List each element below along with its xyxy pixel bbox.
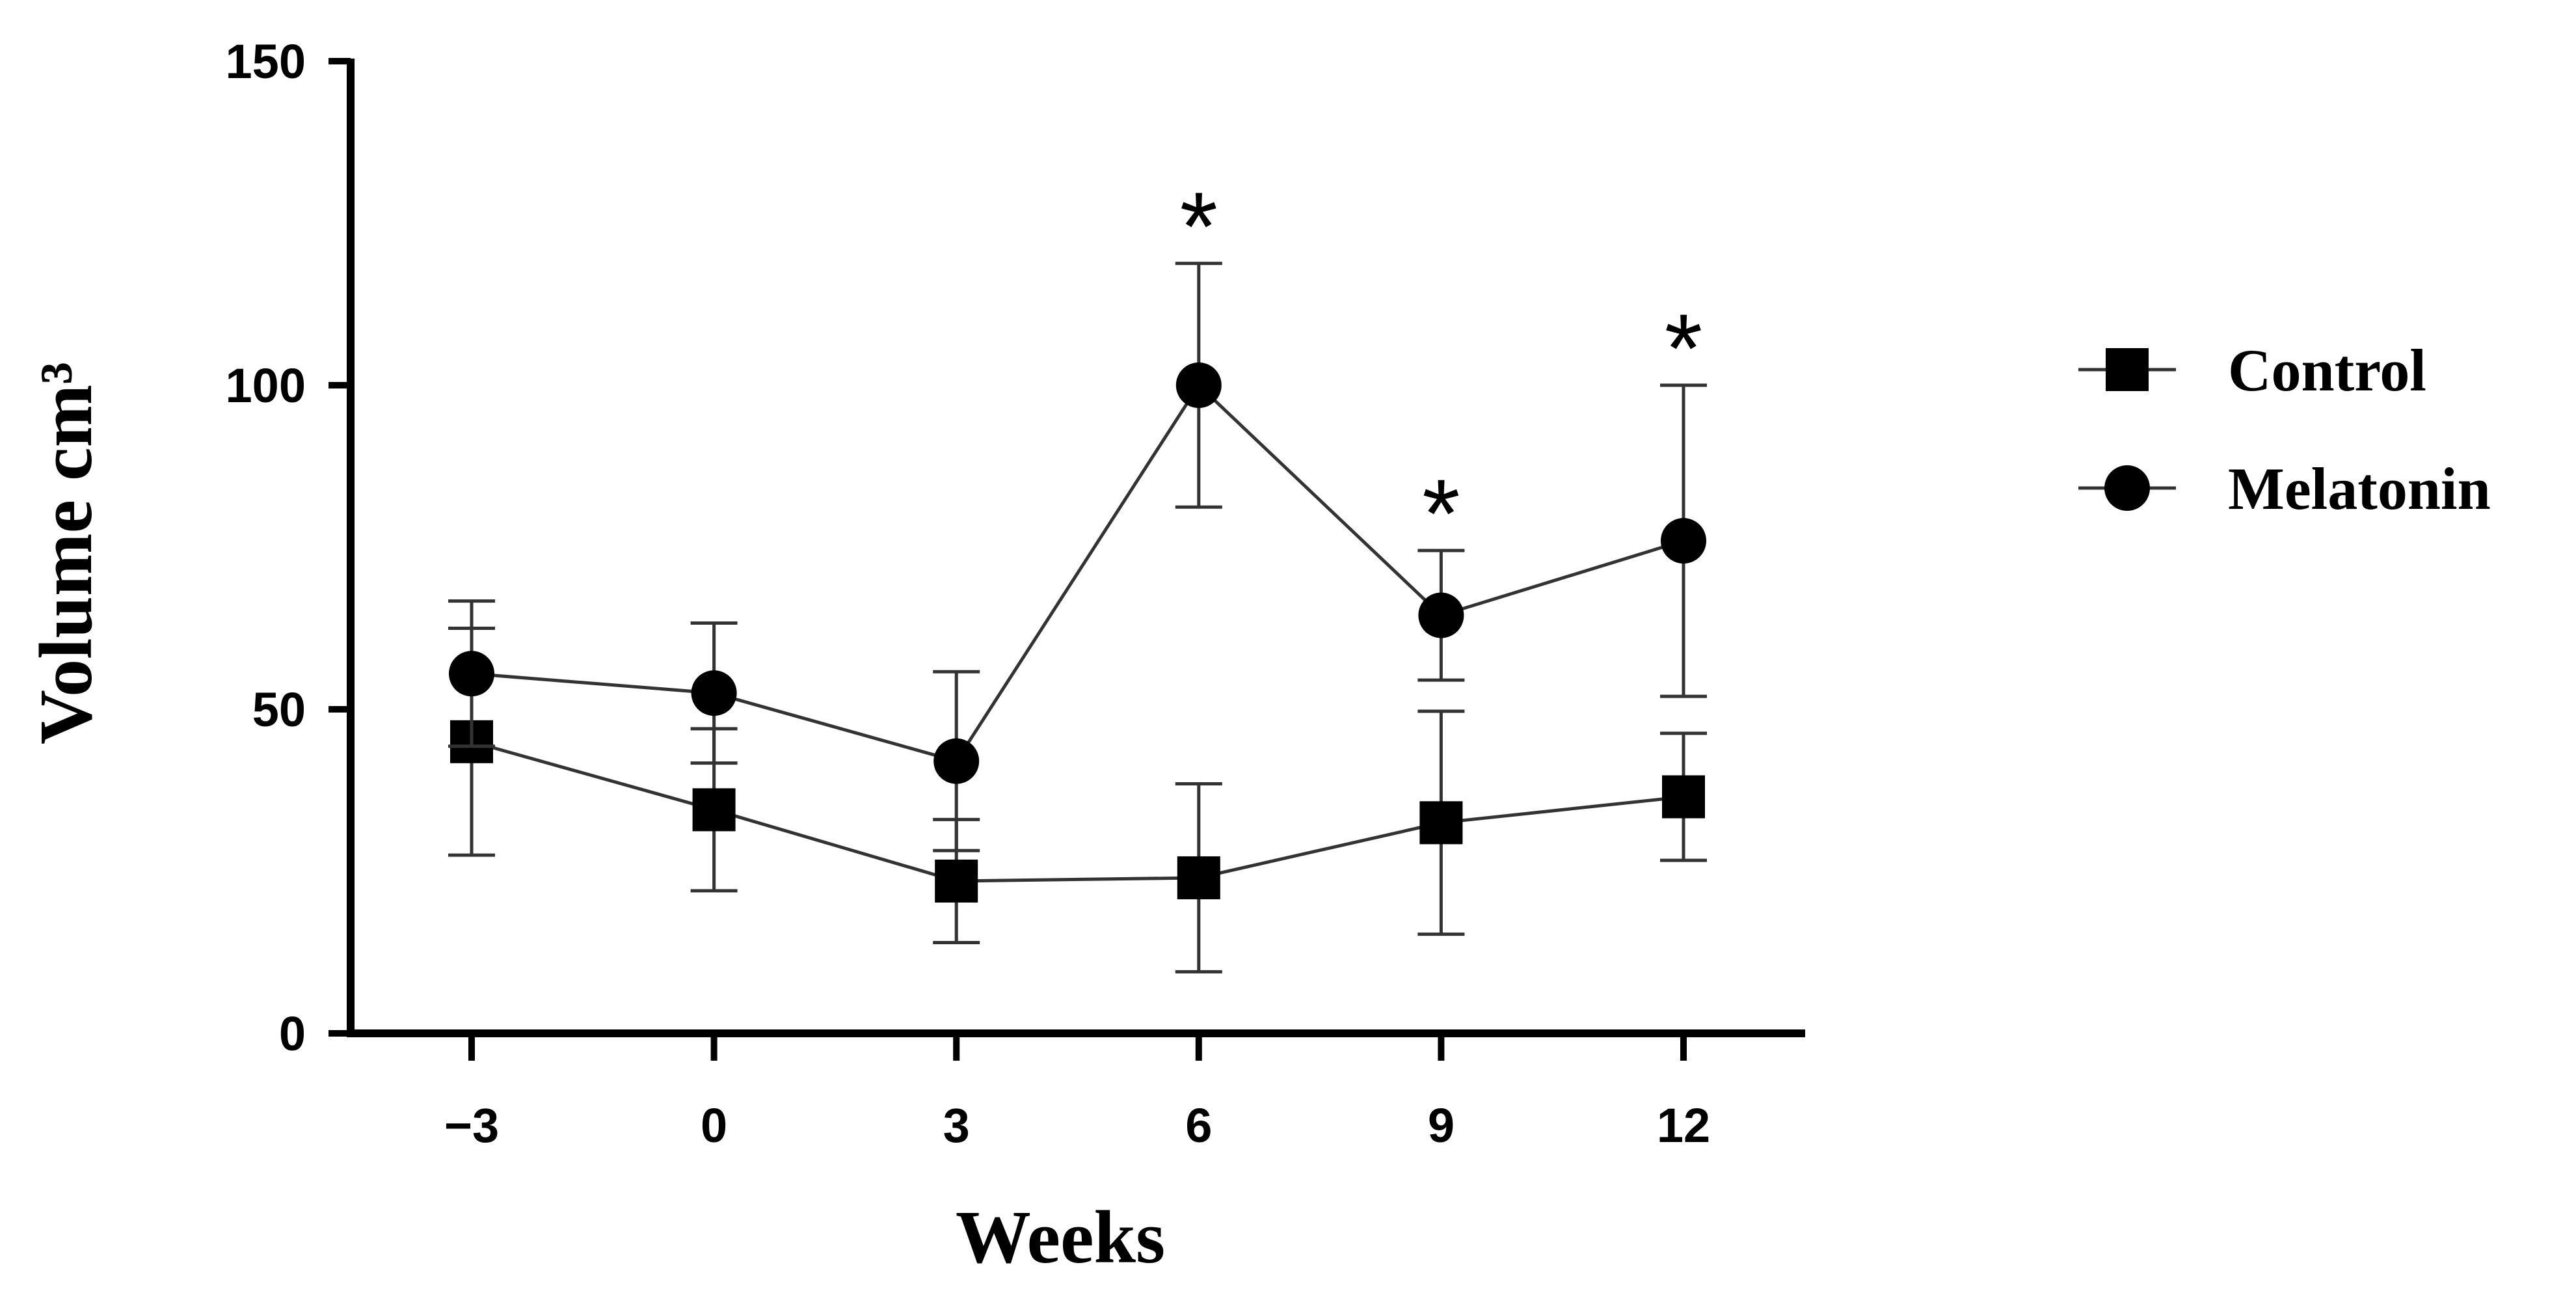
point-melatonin-1 (691, 670, 737, 716)
point-melatonin-4 (1418, 592, 1464, 638)
legend-item-melatonin: Melatonin (2078, 456, 2491, 522)
series-control (448, 627, 1707, 973)
annotation-layer: * * * (1180, 172, 1703, 568)
legend-item-control: Control (2078, 337, 2426, 403)
x-tick-label-4: 9 (1428, 1098, 1455, 1152)
y-ticks: 0 50 100 150 (226, 34, 351, 1061)
axes: 0 50 100 150 −3 0 3 6 9 12 (226, 34, 1805, 1152)
legend: Control Melatonin (2078, 337, 2491, 522)
y-tick-label-100: 100 (226, 359, 306, 413)
legend-marker-melatonin (2104, 465, 2150, 511)
legend-marker-control (2106, 348, 2149, 391)
y-axis-title: Volume cm³ (25, 362, 108, 744)
x-tick-label-0: −3 (444, 1098, 499, 1152)
legend-label-melatonin: Melatonin (2228, 456, 2491, 522)
significance-marker-0: * (1180, 172, 1218, 281)
point-control-4 (1419, 801, 1463, 845)
point-melatonin-0 (449, 651, 494, 697)
x-axis-title: Weeks (956, 1196, 1165, 1279)
y-tick-label-0: 0 (279, 1007, 306, 1061)
x-ticks: −3 0 3 6 9 12 (444, 1033, 1710, 1152)
x-tick-label-2: 3 (943, 1098, 970, 1152)
series-line-melatonin (471, 383, 1684, 763)
point-control-5 (1662, 775, 1705, 819)
series-line-control (471, 740, 1684, 883)
point-melatonin-3 (1175, 362, 1222, 408)
point-melatonin-5 (1661, 518, 1706, 564)
point-control-3 (1177, 856, 1220, 899)
series-melatonin (448, 262, 1707, 852)
significance-marker-2: * (1665, 293, 1702, 403)
x-tick-label-5: 12 (1657, 1098, 1710, 1152)
point-control-1 (692, 788, 736, 832)
y-tick-label-50: 50 (252, 683, 306, 737)
x-tick-label-3: 6 (1185, 1098, 1212, 1152)
point-melatonin-2 (933, 738, 980, 784)
series-layer (448, 262, 1707, 973)
y-tick-label-150: 150 (226, 34, 306, 88)
legend-label-control: Control (2228, 337, 2426, 403)
point-control-2 (935, 859, 978, 903)
significance-marker-1: * (1422, 459, 1460, 568)
x-tick-label-1: 0 (701, 1098, 727, 1152)
